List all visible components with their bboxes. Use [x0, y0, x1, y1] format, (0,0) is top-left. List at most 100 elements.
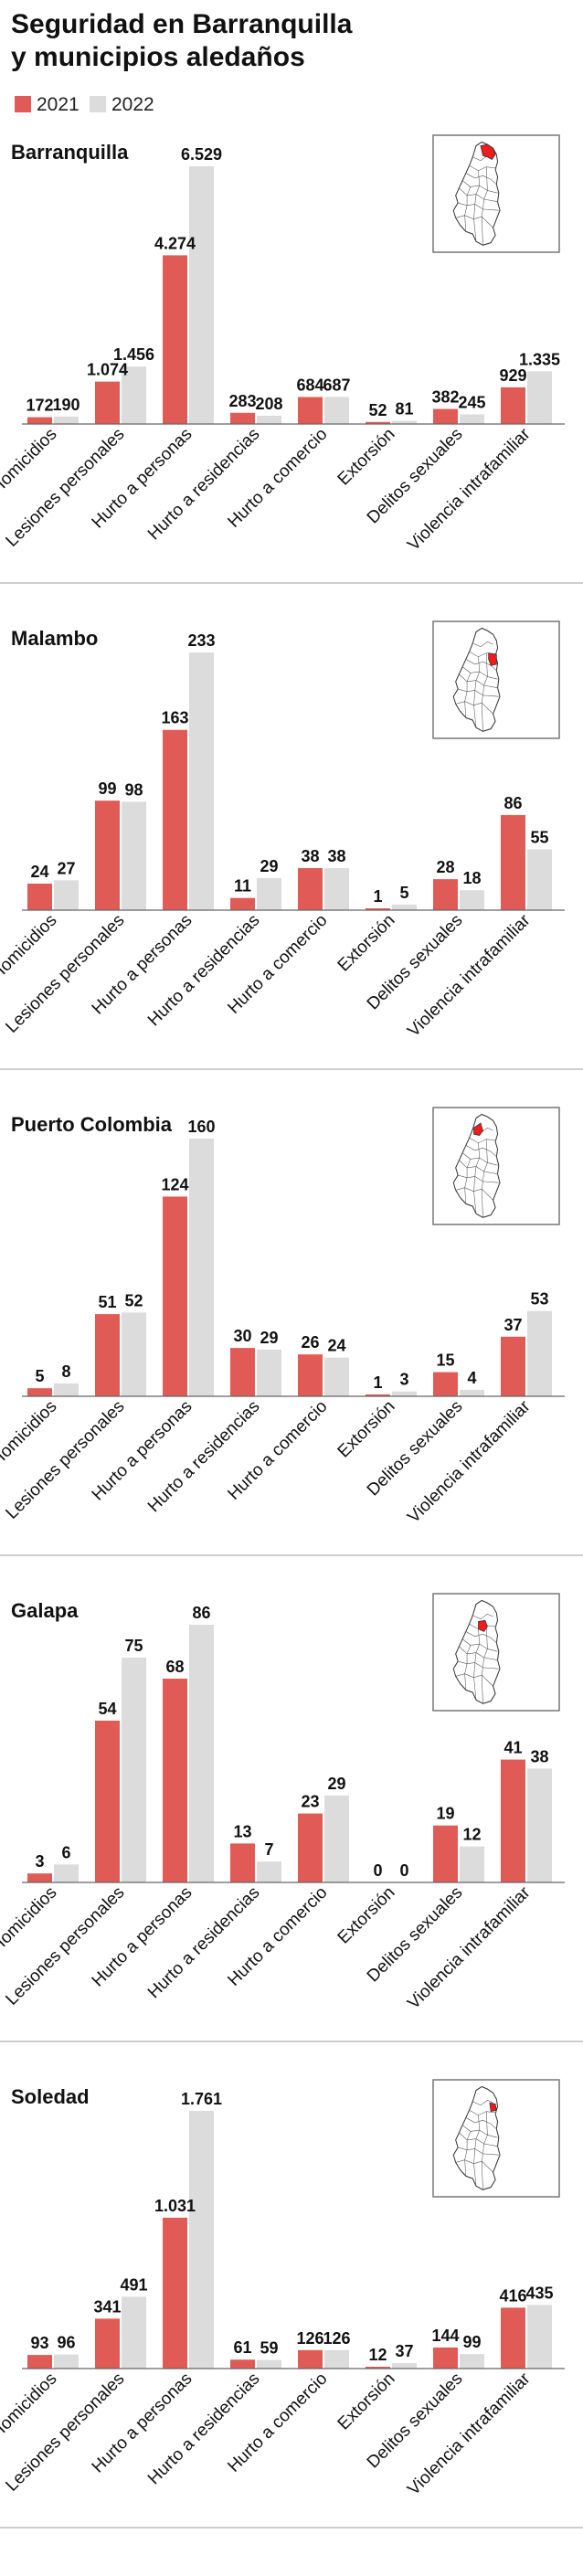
bar-2022: [527, 849, 552, 910]
category-label: Hurto a residencias: [144, 1883, 264, 2003]
category-label: Hurto a residencias: [144, 2369, 264, 2489]
category-label: Extorsión: [334, 911, 399, 976]
value-label-2022: 99: [462, 2333, 481, 2351]
bar-2022: [189, 2111, 214, 2369]
value-label-2022: 18: [462, 869, 481, 887]
bar-2022: [392, 2363, 417, 2369]
panel-title: Puerto Colombia: [11, 1113, 173, 1136]
bar-2022: [54, 880, 79, 910]
category-label: Extorsión: [334, 1883, 399, 1948]
bar-2021: [433, 879, 458, 910]
bar-2022: [189, 1625, 214, 1882]
value-label-2021: 126: [296, 2329, 323, 2348]
value-label-2022: 245: [458, 393, 485, 411]
category-label: Violencia intrafamiliar: [404, 1396, 535, 1527]
value-label-2022: 8: [61, 1362, 70, 1381]
map-boundary: [472, 1614, 493, 1620]
bar-2022: [527, 2305, 552, 2369]
map-atlantico: [452, 141, 501, 246]
value-label-2022: 3: [399, 1371, 408, 1389]
bar-2021: [230, 897, 255, 910]
value-label-2021: 13: [233, 1822, 251, 1840]
bar-2022: [54, 1383, 79, 1396]
value-label-2022: 75: [124, 1637, 143, 1655]
bar-2022: [324, 397, 349, 424]
bar-2022: [257, 1349, 281, 1396]
map-boundary: [464, 673, 472, 718]
bar-2021: [95, 381, 120, 424]
value-label-2021: 19: [436, 1805, 454, 1823]
map-highlight-malambo: [488, 652, 497, 666]
map-boundary: [472, 641, 493, 648]
bar-2022: [527, 1310, 552, 1396]
bar-2021: [298, 1354, 323, 1396]
value-label-2022: 7: [264, 1840, 273, 1859]
bar-2021: [27, 417, 52, 424]
value-label-2021: 929: [499, 366, 526, 385]
map-boundary: [481, 652, 488, 732]
bar-2022: [392, 1391, 417, 1396]
map-boundary: [473, 170, 481, 242]
map-boundary: [473, 1628, 481, 1701]
bar-2022: [54, 2354, 79, 2369]
bar-2022: [257, 416, 281, 424]
value-label-2022: 233: [187, 631, 215, 650]
bar-2021: [501, 1759, 525, 1882]
value-label-2022: 1.761: [181, 2090, 222, 2108]
category-label: Lesiones personales: [2, 1883, 128, 2009]
legend: 2021 2022: [15, 94, 154, 115]
map-highlight-barranquilla: [480, 143, 496, 160]
value-label-2021: 52: [368, 401, 387, 419]
value-label-2021: 1: [373, 1373, 382, 1392]
bar-2021: [163, 729, 187, 910]
bar-2021: [433, 1372, 458, 1396]
value-label-2022: 27: [57, 859, 75, 877]
bar-2021: [501, 387, 525, 424]
value-label-2021: 144: [431, 2327, 459, 2345]
value-label-2022: 6.529: [181, 145, 222, 164]
bar-2021: [298, 868, 323, 910]
map-boundary: [473, 1142, 481, 1214]
category-label: Violencia intrafamiliar: [404, 2369, 535, 2499]
value-label-2021: 61: [233, 2338, 251, 2357]
value-label-2022: 190: [52, 396, 80, 414]
bar-2021: [366, 908, 390, 910]
map-boundary: [464, 186, 472, 232]
bar-2022: [189, 166, 214, 424]
bar-2022: [189, 652, 214, 910]
bar-2022: [460, 414, 484, 424]
value-label-2021: 1: [373, 887, 382, 906]
category-label: Extorsión: [334, 1397, 399, 1462]
map-boundary: [481, 1139, 488, 1218]
legend-swatch-2022: [90, 96, 106, 112]
bar-2021: [27, 2355, 52, 2369]
bar-2021: [230, 2359, 255, 2369]
category-label: Lesiones personales: [2, 1397, 128, 1523]
bar-2022: [122, 2296, 146, 2369]
value-label-2022: 86: [192, 1604, 210, 1622]
bar-2021: [163, 255, 187, 424]
value-label-2022: 81: [395, 400, 413, 419]
bar-2022: [324, 1795, 349, 1882]
category-label: Extorsión: [334, 425, 399, 490]
map-boundary: [473, 2115, 481, 2187]
panel-title: Barranquilla: [11, 141, 129, 164]
bar-2022: [460, 1389, 484, 1396]
map-boundary: [464, 2131, 472, 2177]
map-inset: [432, 1107, 560, 1225]
category-label: Hurto a residencias: [144, 911, 264, 1031]
value-label-2022: 6: [61, 1843, 70, 1861]
map-boundary: [465, 1631, 497, 1643]
bar-2022: [54, 416, 79, 424]
value-label-2021: 23: [301, 1793, 319, 1811]
value-label-2021: 68: [165, 1658, 184, 1676]
bar-2021: [27, 1873, 52, 1882]
bar-2021: [95, 1314, 120, 1396]
value-label-2022: 96: [57, 2334, 75, 2352]
value-label-2021: 54: [98, 1700, 116, 1718]
value-label-2021: 5: [35, 1367, 44, 1385]
value-label-2022: 55: [530, 828, 548, 846]
category-label: Violencia intrafamiliar: [404, 424, 535, 555]
